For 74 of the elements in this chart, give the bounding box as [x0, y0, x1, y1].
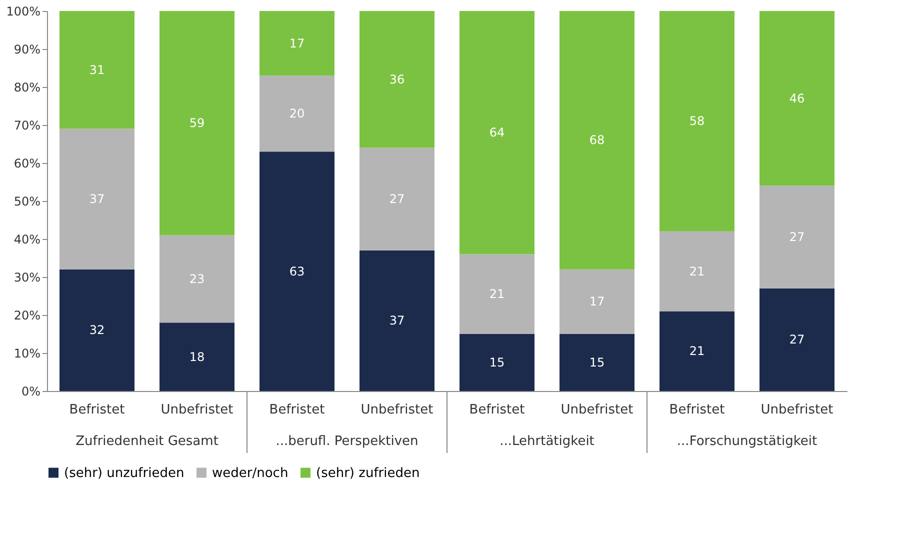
x-tick-label: Befristet	[669, 402, 725, 418]
bar	[760, 11, 834, 186]
data-label: 21	[689, 344, 705, 358]
y-tick-label: 70%	[14, 118, 40, 132]
y-tick-label: 0%	[21, 384, 40, 398]
data-label: 37	[389, 314, 405, 328]
y-tick-label: 40%	[14, 232, 40, 246]
bar	[660, 311, 734, 391]
bar	[560, 334, 634, 391]
x-tick-label: Befristet	[469, 402, 525, 418]
bar	[60, 128, 134, 270]
x-tick-label: Unbefristet	[360, 402, 434, 418]
data-label: 36	[389, 72, 405, 86]
y-tick-label: 50%	[14, 194, 40, 208]
bar	[160, 322, 234, 391]
text: ...Forschungstätigkeit	[676, 434, 818, 449]
data-label: 15	[489, 356, 505, 370]
x-tick-label: Befristet	[269, 402, 325, 418]
data-label: 15	[589, 356, 605, 370]
bar	[760, 186, 834, 288]
data-label: 17	[289, 36, 305, 50]
y-tick-label: 20%	[14, 308, 40, 322]
text: ...berufl. Perspektiven	[276, 434, 418, 449]
bar	[60, 269, 134, 391]
bar	[260, 152, 334, 391]
bar	[460, 11, 534, 254]
data-label: 27	[389, 192, 405, 206]
data-label: 58	[689, 114, 705, 128]
text: ...Lehrtätigkeit	[500, 434, 594, 449]
bar	[160, 235, 234, 323]
y-tick-label: 60%	[14, 156, 40, 170]
bar	[260, 76, 334, 152]
data-label: 23	[189, 272, 205, 286]
text: Zufriedenheit Gesamt	[76, 434, 218, 449]
legend-label: (sehr) zufrieden	[316, 466, 420, 481]
y-tick-label: 90%	[14, 42, 40, 56]
bar	[160, 11, 234, 236]
bar	[360, 11, 434, 148]
bar	[660, 11, 734, 232]
bar	[760, 288, 834, 391]
data-label: 31	[89, 62, 105, 77]
data-label: 32	[89, 323, 105, 338]
y-tick-label: 100%	[6, 4, 40, 18]
data-label: 27	[789, 230, 805, 244]
y-tick-label: 80%	[14, 80, 40, 94]
bar	[260, 11, 334, 76]
bar	[560, 269, 634, 334]
data-label: 17	[589, 294, 605, 309]
data-label: 68	[589, 133, 605, 148]
bar	[360, 148, 434, 250]
data-label: 21	[489, 287, 505, 302]
data-label: 46	[789, 91, 805, 106]
x-tick-label: Unbefristet	[160, 402, 234, 418]
data-label: 21	[689, 264, 705, 278]
bar	[560, 11, 634, 270]
legend-label: (sehr) unzufrieden	[64, 466, 184, 481]
bar	[360, 250, 434, 391]
y-tick-label: 10%	[14, 346, 40, 360]
data-label: 18	[189, 350, 205, 364]
data-label: 64	[489, 126, 505, 140]
data-label: 27	[789, 332, 805, 347]
data-label: 63	[289, 264, 305, 278]
data-label: 59	[189, 116, 205, 130]
data-label: 20	[289, 106, 305, 121]
bar	[660, 231, 734, 312]
bar	[60, 11, 134, 129]
bar	[460, 254, 534, 334]
x-tick-label: Befristet	[69, 402, 125, 418]
x-tick-label: Unbefristet	[760, 402, 834, 418]
x-tick-label: Unbefristet	[560, 402, 634, 418]
y-tick-label: 30%	[14, 270, 40, 284]
data-label: 37	[89, 192, 105, 206]
bar	[460, 334, 534, 391]
legend-label: weder/noch	[212, 466, 288, 481]
